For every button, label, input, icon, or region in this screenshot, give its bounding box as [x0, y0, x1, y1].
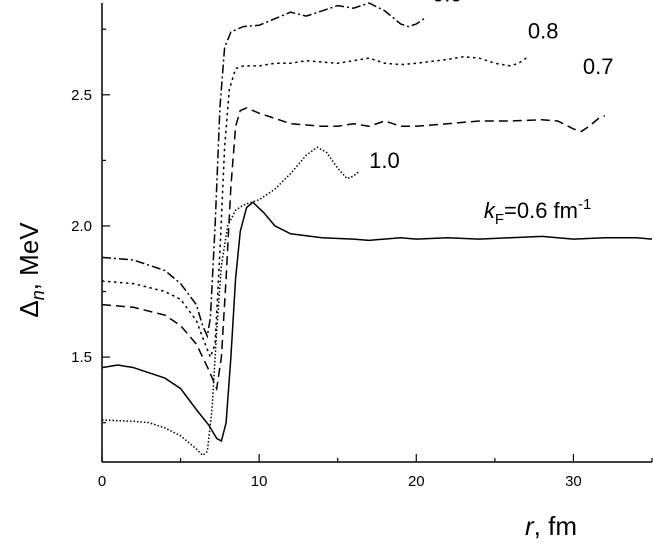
series-line-1	[101, 107, 606, 392]
y-axis-title: Δn, MeV	[14, 222, 48, 318]
y-tick-label: 2.5	[71, 87, 92, 104]
x-ticks: 0 10 20 30	[98, 454, 653, 490]
series-line-4	[101, 146, 361, 457]
y-axis-title-symbol: Δ	[14, 300, 44, 317]
series-label-4: 1.0	[369, 148, 400, 173]
x-axis-title-unit: , fm	[534, 511, 577, 541]
y-tick-label: 2.0	[71, 218, 92, 235]
series-labels: 0.7 0.8 0.9 1.0 kF=0.6 fm-1	[369, 0, 613, 228]
series-label-1: 0.7	[583, 54, 614, 79]
series-label-0: kF=0.6 fm-1	[484, 196, 592, 228]
y-tick-label: 1.5	[71, 349, 92, 366]
series-line-3	[101, 2, 425, 339]
x-tick-label: 0	[98, 473, 106, 490]
series-line-2	[101, 56, 527, 360]
y-axis-title-unit: , MeV	[14, 222, 44, 291]
series-line-0	[101, 201, 653, 443]
x-axis-title: r, fm	[525, 511, 577, 541]
series-group	[101, 2, 653, 457]
x-tick-label: 20	[408, 473, 425, 490]
x-tick-label: 30	[565, 473, 582, 490]
x-tick-label: 10	[251, 473, 268, 490]
y-axis-title-sub: n	[28, 290, 48, 300]
series-label-3: 0.9	[432, 0, 463, 7]
x-axis-title-var: r	[525, 511, 535, 541]
series-label-2: 0.8	[528, 18, 559, 43]
plot-area: 0 10 20 30 1.5 2.0 2.5 0.7 0.8 0.9 1.0 kF=0.6 fm-…	[71, 0, 653, 490]
y-ticks: 1.5 2.0 2.5	[71, 28, 110, 424]
